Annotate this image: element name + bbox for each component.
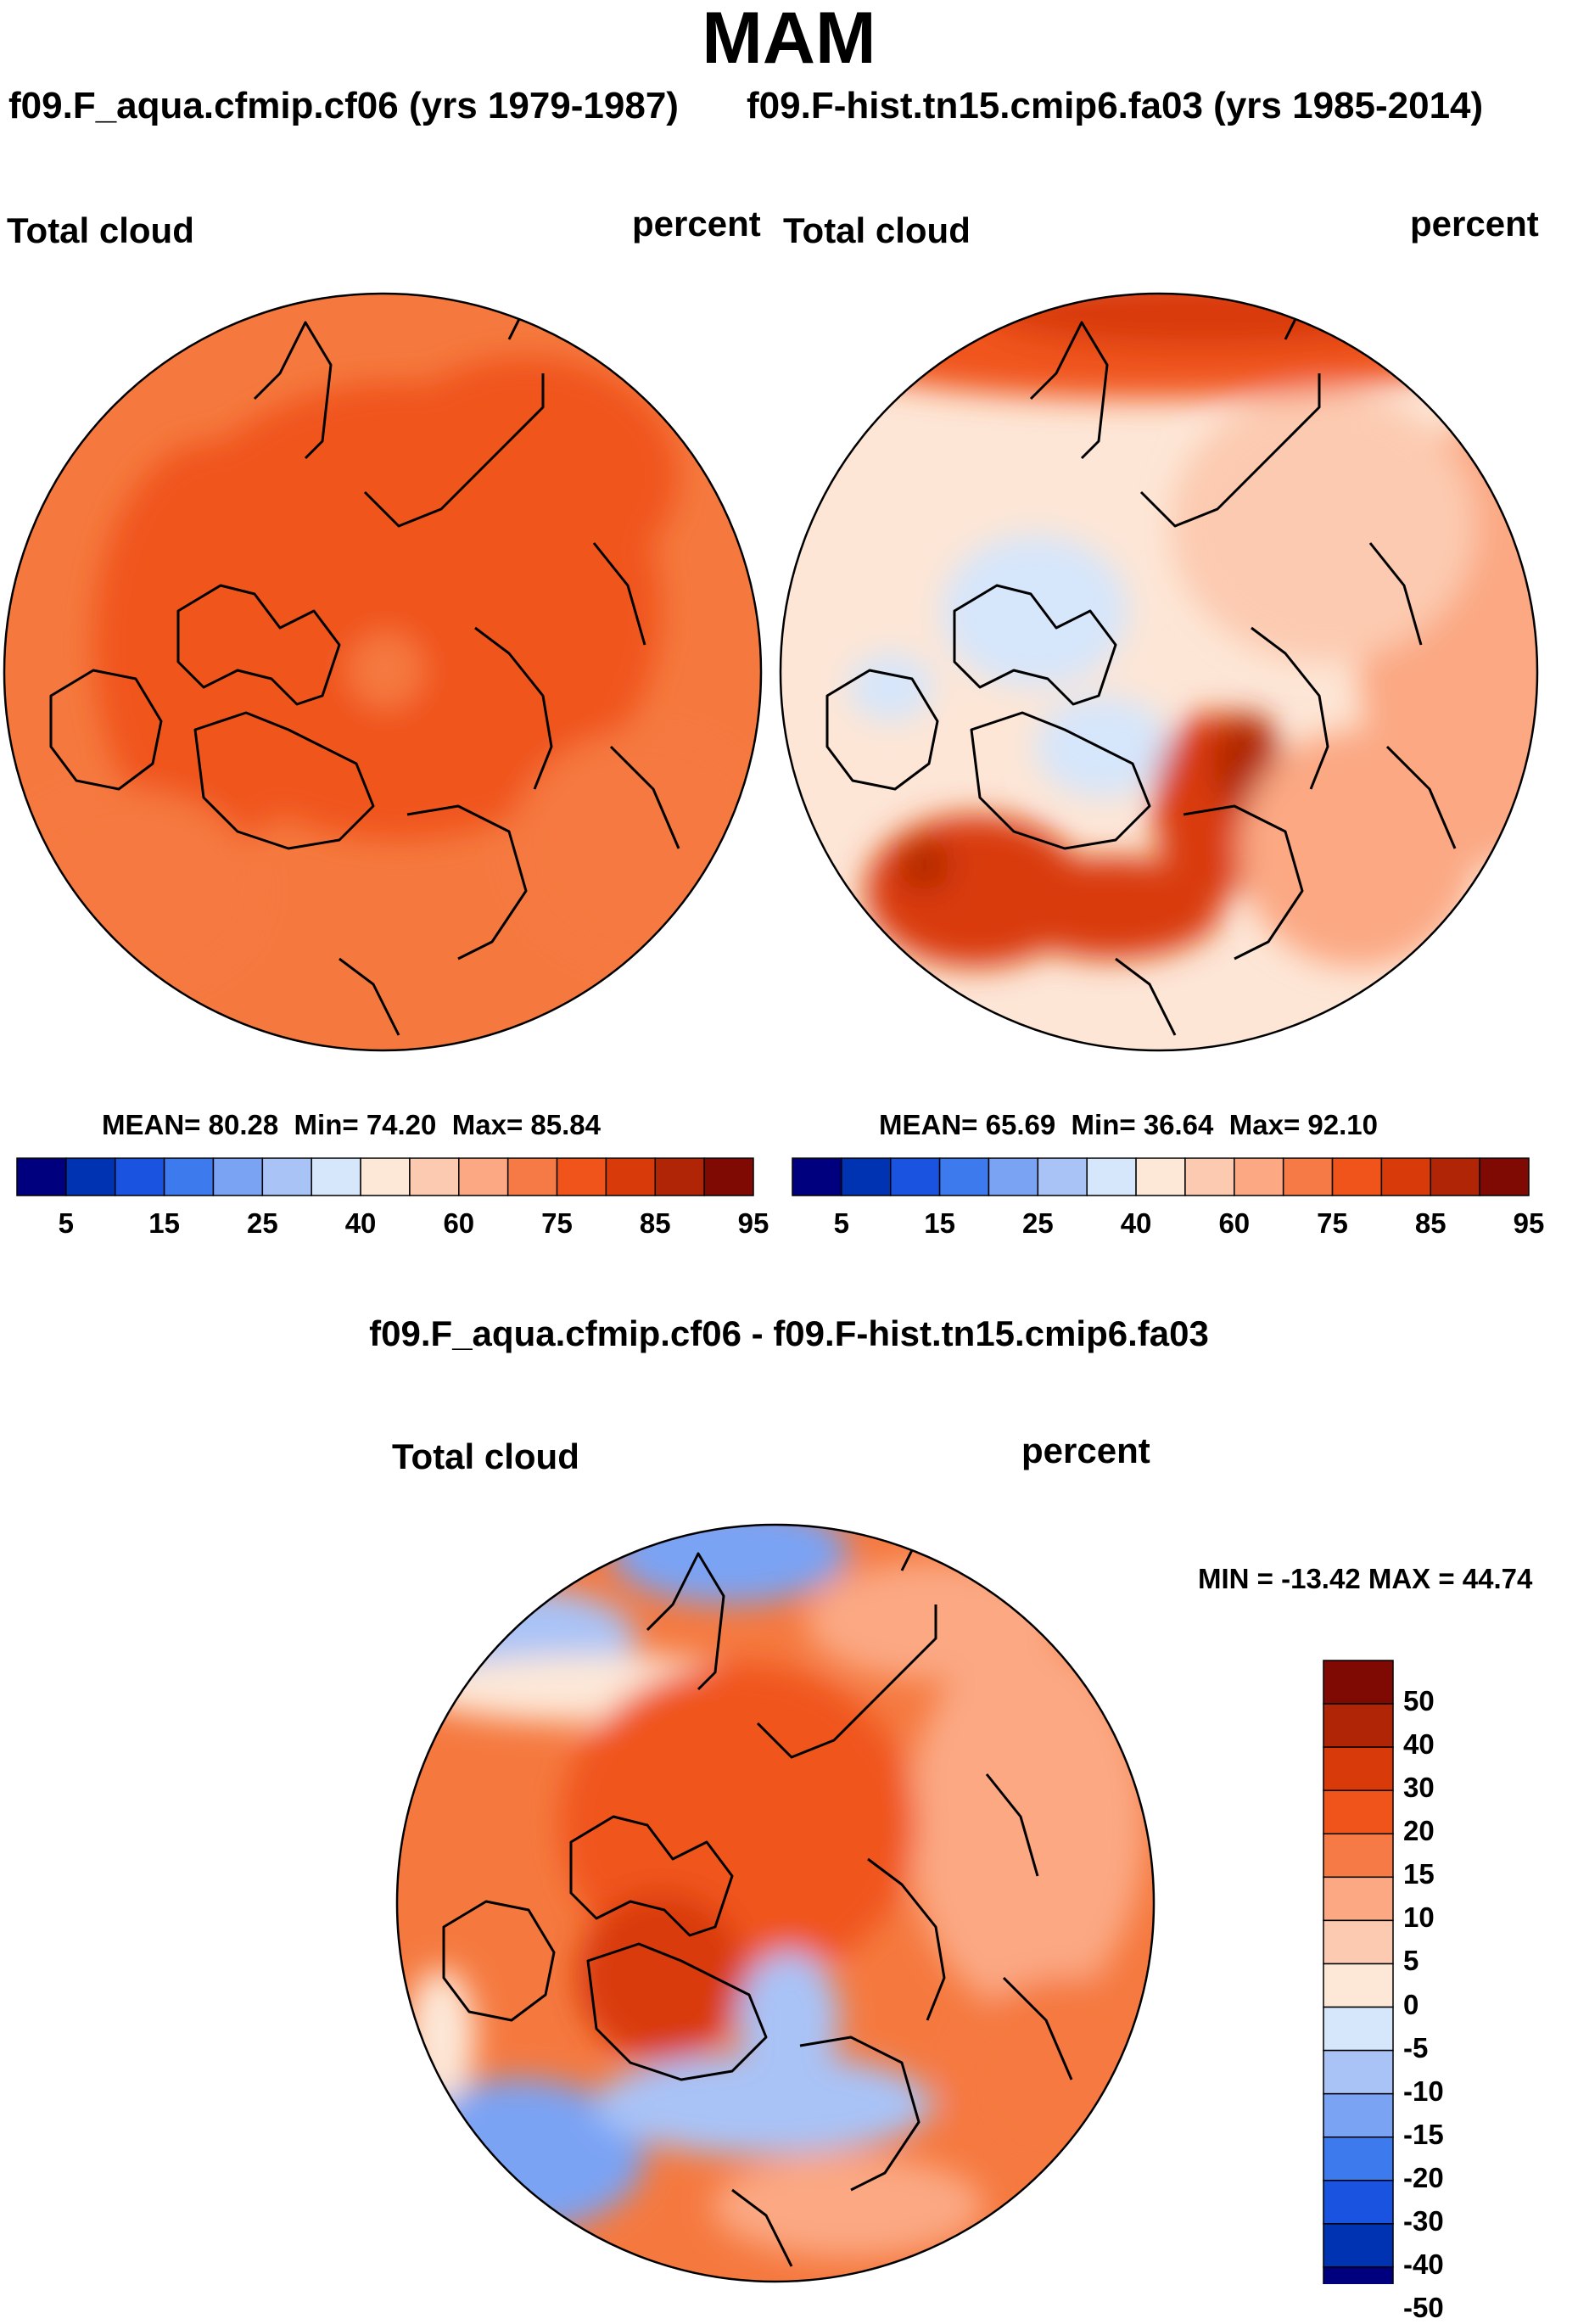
colorbar-swatch bbox=[360, 1157, 411, 1196]
left-coastlines bbox=[49, 294, 680, 1036]
colorbar-swatch bbox=[1323, 1660, 1394, 1705]
colorbar-tick-label: 10 bbox=[1403, 1901, 1435, 1934]
colorbar-swatch bbox=[654, 1157, 705, 1196]
right-stats: MEAN= 65.69 Min= 36.64 Max= 92.10 bbox=[879, 1109, 1378, 1140]
colorbar-swatch bbox=[1323, 1703, 1394, 1748]
colorbar-tick-label: 40 bbox=[344, 1207, 377, 1239]
colorbar-swatch bbox=[1234, 1157, 1284, 1196]
colorbar-swatch bbox=[1479, 1157, 1530, 1196]
left-units-label: percent bbox=[632, 204, 761, 244]
colorbar-tick-label: -15 bbox=[1403, 2118, 1444, 2150]
colorbar-swatch bbox=[556, 1157, 607, 1196]
colorbar-tick-label: 30 bbox=[1403, 1772, 1435, 1804]
colorbar-swatch bbox=[1184, 1157, 1235, 1196]
left-map-border bbox=[3, 292, 763, 1052]
right-polar-map bbox=[781, 294, 1537, 1050]
season-title: MAM bbox=[702, 0, 876, 79]
colorbar-swatch bbox=[1323, 2266, 1394, 2284]
colorbar-swatch bbox=[703, 1157, 754, 1196]
colorbar-swatch bbox=[16, 1157, 67, 1196]
left-polar-map bbox=[4, 294, 761, 1050]
colorbar-swatch bbox=[841, 1157, 892, 1196]
right-variable-label: Total cloud bbox=[783, 210, 971, 250]
colorbar-tick-label: 75 bbox=[541, 1207, 573, 1239]
left-stats: MEAN= 80.28 Min= 74.20 Max= 85.84 bbox=[102, 1109, 601, 1140]
colorbar-tick-label: 25 bbox=[1021, 1207, 1054, 1239]
colorbar-swatch bbox=[458, 1157, 509, 1196]
colorbar-tick-label: 25 bbox=[246, 1207, 278, 1239]
colorbar-tick-label: 60 bbox=[1218, 1207, 1251, 1239]
colorbar-swatch bbox=[1323, 2049, 1394, 2095]
colorbar-tick-label: 95 bbox=[737, 1207, 769, 1239]
colorbar-tick-label: 15 bbox=[148, 1207, 180, 1239]
colorbar-swatch bbox=[1323, 2136, 1394, 2181]
colorbar-tick-label: 20 bbox=[1403, 1815, 1435, 1847]
colorbar-swatch bbox=[988, 1157, 1039, 1196]
colorbar-tick-label: 60 bbox=[443, 1207, 475, 1239]
colorbar-swatch bbox=[1135, 1157, 1186, 1196]
colorbar-tick-label: 85 bbox=[639, 1207, 671, 1239]
colorbar-swatch bbox=[1380, 1157, 1432, 1196]
colorbar-swatch bbox=[1323, 1876, 1394, 1922]
colorbar-swatch bbox=[605, 1157, 657, 1196]
diff-title: f09.F_aqua.cfmip.cf06 - f09.F-hist.tn15.… bbox=[369, 1313, 1209, 1353]
colorbar-swatch bbox=[1323, 1746, 1394, 1791]
diff-units-label: percent bbox=[1021, 1431, 1150, 1470]
left-colorbar bbox=[16, 1157, 754, 1196]
colorbar-tick-label: 15 bbox=[1403, 1858, 1435, 1890]
colorbar-tick-label: 40 bbox=[1120, 1207, 1152, 1239]
colorbar-swatch bbox=[1323, 2180, 1394, 2225]
diff-minmax: MIN = -13.42 MAX = 44.74 bbox=[1198, 1563, 1533, 1594]
colorbar-swatch bbox=[409, 1157, 460, 1196]
colorbar-swatch bbox=[1323, 1833, 1394, 1879]
colorbar-tick-label: -5 bbox=[1403, 2031, 1429, 2064]
right-map-border bbox=[779, 292, 1539, 1052]
right-units-label: percent bbox=[1410, 204, 1539, 244]
colorbar-swatch bbox=[311, 1157, 361, 1196]
colorbar-tick-label: -50 bbox=[1403, 2292, 1444, 2323]
colorbar-tick-label: 75 bbox=[1317, 1207, 1348, 1239]
colorbar-swatch bbox=[1430, 1157, 1480, 1196]
colorbar-tick-label: 95 bbox=[1513, 1207, 1545, 1239]
colorbar-tick-label: 50 bbox=[1403, 1685, 1435, 1717]
colorbar-swatch bbox=[212, 1157, 264, 1196]
colorbar-swatch bbox=[1331, 1157, 1383, 1196]
colorbar-tick-label: 85 bbox=[1414, 1207, 1446, 1239]
colorbar-tick-label: 5 bbox=[833, 1207, 850, 1239]
colorbar-tick-label: 5 bbox=[58, 1207, 75, 1239]
colorbar-swatch bbox=[1037, 1157, 1088, 1196]
colorbar-tick-label: -10 bbox=[1403, 2075, 1444, 2107]
colorbar-tick-label: -40 bbox=[1403, 2248, 1444, 2280]
colorbar-swatch bbox=[1323, 1789, 1394, 1835]
colorbar-swatch bbox=[889, 1157, 941, 1196]
colorbar-swatch bbox=[1086, 1157, 1137, 1196]
right-colorbar bbox=[792, 1157, 1530, 1196]
right-run-title: f09.F-hist.tn15.cmip6.fa03 (yrs 1985-201… bbox=[747, 85, 1484, 126]
colorbar-tick-label: 5 bbox=[1403, 1945, 1419, 1977]
colorbar-swatch bbox=[1282, 1157, 1334, 1196]
colorbar-swatch bbox=[506, 1157, 558, 1196]
colorbar-swatch bbox=[65, 1157, 116, 1196]
colorbar-tick-label: 15 bbox=[924, 1207, 955, 1239]
colorbar-swatch bbox=[163, 1157, 215, 1196]
diff-map-border bbox=[395, 1523, 1156, 2283]
colorbar-swatch bbox=[114, 1157, 165, 1196]
colorbar-tick-label: 40 bbox=[1403, 1728, 1435, 1761]
colorbar-swatch bbox=[1323, 2006, 1394, 2052]
left-variable-label: Total cloud bbox=[7, 210, 194, 250]
colorbar-swatch bbox=[792, 1157, 842, 1196]
colorbar-swatch bbox=[261, 1157, 312, 1196]
colorbar-swatch bbox=[938, 1157, 990, 1196]
colorbar-tick-label: -20 bbox=[1403, 2161, 1444, 2193]
colorbar-tick-label: 0 bbox=[1403, 1988, 1419, 2020]
diff-colorbar bbox=[1323, 1660, 1394, 2284]
diff-variable-label: Total cloud bbox=[392, 1436, 579, 1476]
colorbar-swatch bbox=[1323, 2223, 1394, 2268]
colorbar-swatch bbox=[1323, 1919, 1394, 1965]
colorbar-tick-label: -30 bbox=[1403, 2204, 1444, 2237]
colorbar-swatch bbox=[1323, 2092, 1394, 2138]
left-run-title: f09.F_aqua.cfmip.cf06 (yrs 1979-1987) bbox=[8, 85, 679, 126]
colorbar-swatch bbox=[1323, 1963, 1394, 2008]
